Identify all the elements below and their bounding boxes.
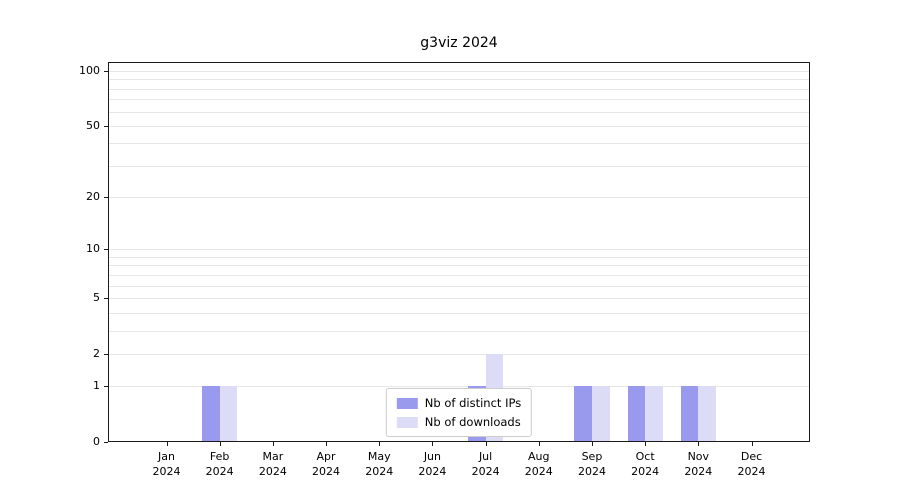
x-axis-tick-label: May 2024 <box>365 450 394 478</box>
y-axis-tick <box>104 442 108 443</box>
gridline <box>108 88 810 90</box>
x-axis-tick <box>219 442 221 446</box>
x-axis-tick <box>538 442 540 446</box>
y-axis-tick-label: 1 <box>93 379 100 393</box>
bar-nb-of-downloads-1 <box>219 386 238 442</box>
legend-label-downloads: Nb of downloads <box>424 415 521 429</box>
x-axis-tick <box>326 442 328 446</box>
y-axis-tick-label: 50 <box>86 118 100 132</box>
bar-nb-of-distinct-ips-10 <box>680 386 699 442</box>
gridline <box>108 386 810 388</box>
x-axis-tick-label: Feb 2024 <box>205 450 234 478</box>
gridline <box>108 249 810 251</box>
gridline <box>108 297 810 299</box>
gridline <box>108 165 810 167</box>
plot-area <box>108 62 810 442</box>
gridline <box>108 79 810 81</box>
bar-nb-of-downloads-8 <box>591 386 610 442</box>
gridline <box>108 99 810 101</box>
gridline <box>108 312 810 314</box>
x-axis-tick-label: Mar 2024 <box>258 450 287 478</box>
x-axis-tick <box>485 442 487 446</box>
bar-nb-of-distinct-ips-8 <box>574 386 592 442</box>
y-axis-tick <box>104 197 108 199</box>
x-axis-tick <box>591 442 593 446</box>
x-axis-tick <box>379 442 381 446</box>
x-axis-tick-label: Jul 2024 <box>471 450 500 478</box>
x-axis-tick-label: Nov 2024 <box>684 450 713 478</box>
y-axis-tick-label: 5 <box>93 290 100 304</box>
gridline <box>108 274 810 276</box>
gridline <box>108 330 810 332</box>
gridline <box>108 71 810 73</box>
legend: Nb of distinct IPs Nb of downloads <box>385 388 533 437</box>
legend-item-downloads: Nb of downloads <box>396 415 521 429</box>
gridline <box>108 256 810 258</box>
legend-swatch-distinct-ips <box>396 397 418 409</box>
y-axis-tick-label: 100 <box>79 64 100 78</box>
x-axis-tick-label: Apr 2024 <box>312 450 341 478</box>
legend-item-distinct-ips: Nb of distinct IPs <box>396 396 522 410</box>
gridline <box>108 143 810 145</box>
x-axis-tick-label: Dec 2024 <box>737 450 766 478</box>
bar-nb-of-downloads-9 <box>645 386 663 442</box>
gridline <box>108 197 810 199</box>
gridline <box>108 125 810 127</box>
bar-nb-of-downloads-10 <box>698 386 716 442</box>
y-axis-tick <box>104 249 108 251</box>
gridline <box>108 353 810 355</box>
bar-nb-of-distinct-ips-1 <box>202 386 220 442</box>
gridline <box>108 111 810 113</box>
legend-swatch-downloads <box>396 416 418 428</box>
y-axis-tick-label: 0 <box>93 435 100 448</box>
y-axis-tick <box>104 297 108 299</box>
x-axis-tick <box>645 442 647 446</box>
x-axis-tick <box>751 442 753 446</box>
x-axis-tick <box>272 442 274 446</box>
y-axis-tick-label: 20 <box>86 190 100 204</box>
y-axis-tick <box>104 386 108 388</box>
legend-label-distinct-ips: Nb of distinct IPs <box>424 396 522 410</box>
x-axis-tick-label: Oct 2024 <box>631 450 660 478</box>
x-axis-tick <box>698 442 700 446</box>
bar-nb-of-distinct-ips-9 <box>627 386 646 442</box>
x-axis-tick-label: Jan 2024 <box>152 450 181 478</box>
x-axis-tick-label: Jun 2024 <box>418 450 447 478</box>
y-axis-tick-label: 10 <box>86 242 100 256</box>
x-axis-tick-label: Sep 2024 <box>577 450 606 478</box>
y-axis-tick <box>104 71 108 73</box>
x-axis-tick <box>166 442 168 446</box>
gridline <box>108 285 810 287</box>
y-axis-tick <box>104 353 108 355</box>
chart-title: g3viz 2024 <box>420 35 498 51</box>
x-axis-tick <box>432 442 434 446</box>
gridline <box>108 265 810 267</box>
x-axis-tick-label: Aug 2024 <box>524 450 553 478</box>
y-axis-tick <box>104 125 108 127</box>
y-axis-tick-label: 2 <box>93 346 100 360</box>
